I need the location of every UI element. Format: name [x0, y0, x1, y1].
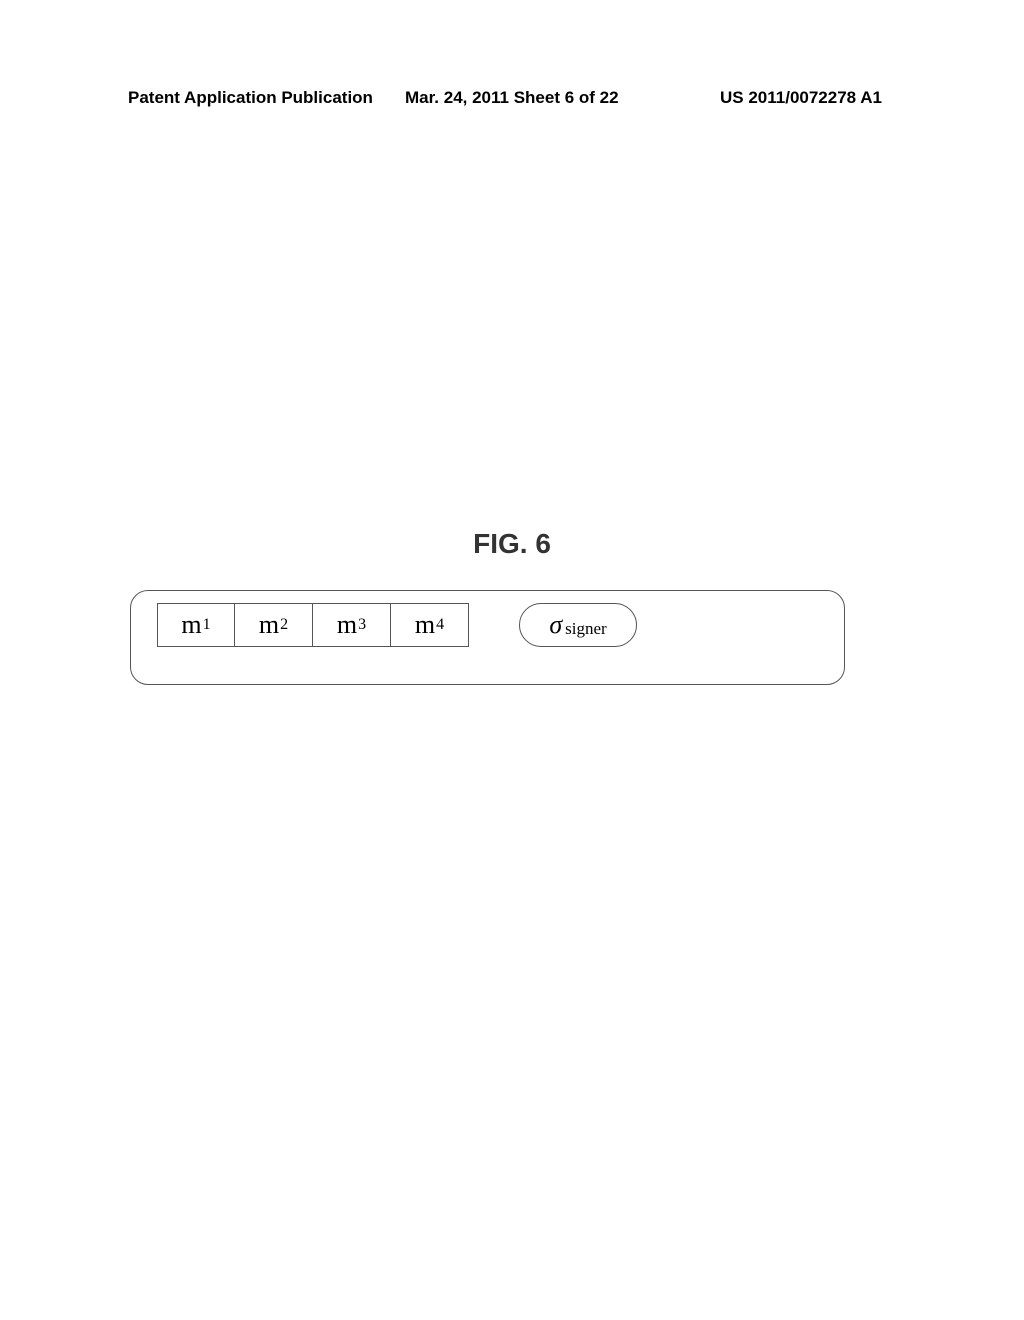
block-sub: 3 — [358, 616, 366, 634]
diagram-container: m1 m2 m3 m4 σ signer — [130, 590, 845, 685]
header-center: Mar. 24, 2011 Sheet 6 of 22 — [405, 88, 619, 108]
sigma-symbol: σ — [549, 610, 562, 640]
block-sub: 4 — [436, 616, 444, 634]
block-base: m — [181, 610, 201, 640]
block-base: m — [337, 610, 357, 640]
header-right: US 2011/0072278 A1 — [720, 88, 882, 108]
header-left: Patent Application Publication — [128, 88, 373, 108]
figure-label: FIG. 6 — [0, 528, 1024, 560]
block-base: m — [415, 610, 435, 640]
block-sub: 1 — [203, 616, 211, 634]
block-m2: m2 — [235, 603, 313, 647]
sigma-signer: σ signer — [519, 603, 637, 647]
message-blocks: m1 m2 m3 m4 — [157, 603, 469, 647]
block-m4: m4 — [391, 603, 469, 647]
sigma-subscript: signer — [565, 619, 607, 639]
block-base: m — [259, 610, 279, 640]
block-m3: m3 — [313, 603, 391, 647]
block-m1: m1 — [157, 603, 235, 647]
block-sub: 2 — [280, 616, 288, 634]
